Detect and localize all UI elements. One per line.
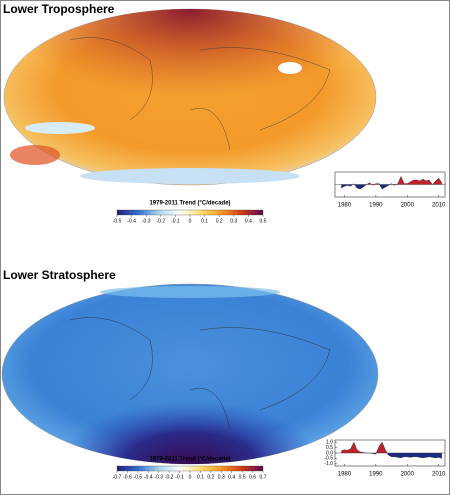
anomaly-line bbox=[341, 441, 442, 459]
colorbar-tick-label: 0 bbox=[189, 474, 192, 480]
colorbar-tick-label: -0.3 bbox=[142, 218, 151, 224]
colorbar-tick-label: 0.3 bbox=[218, 474, 225, 480]
colorbar-tick-label: 0.3 bbox=[230, 218, 237, 224]
x-tick-label: 2010 bbox=[432, 472, 446, 478]
colorbar-tick-label: -0.5 bbox=[113, 218, 122, 224]
colorbar-tick-label: 0.1 bbox=[197, 474, 204, 480]
y-tick-label: -0.5 bbox=[324, 456, 333, 462]
colorbar-tick-label: -0.4 bbox=[127, 218, 136, 224]
area-negative bbox=[341, 453, 442, 459]
colorbar-tick-label: 0.2 bbox=[207, 474, 214, 480]
x-tick-label: 2000 bbox=[401, 203, 415, 209]
colorbar-tick-label: -0.3 bbox=[154, 474, 163, 480]
panel-title: Lower Troposphere bbox=[3, 2, 115, 16]
area-positive bbox=[341, 442, 442, 453]
colorbar bbox=[116, 209, 264, 216]
colorbar-tick-label: -0.1 bbox=[175, 474, 184, 480]
x-tick-label: 1980 bbox=[338, 203, 352, 209]
y-tick-label: 0.5 bbox=[326, 445, 333, 451]
anomaly-line bbox=[341, 175, 443, 190]
x-tick-label: 1980 bbox=[338, 472, 352, 478]
area-positive bbox=[341, 176, 442, 185]
map-troposphere bbox=[3, 8, 377, 186]
y-tick-label: 1.0 bbox=[326, 439, 333, 445]
x-tick-label: 1990 bbox=[369, 203, 383, 209]
colorbar-tick-label: -0.1 bbox=[171, 218, 180, 224]
colorbar-tick-label: -0.5 bbox=[134, 474, 143, 480]
panel-title: Lower Stratosphere bbox=[3, 268, 116, 282]
colorbar-title: 1979-2011 Trend (°C/decade) bbox=[149, 201, 230, 207]
y-tick-label: 0.0 bbox=[326, 450, 333, 456]
colorbar-tick-label: 0 bbox=[189, 218, 192, 224]
x-tick-label: 1990 bbox=[369, 472, 383, 478]
x-tick-label: 2000 bbox=[401, 472, 415, 478]
colorbar bbox=[116, 465, 264, 472]
map-stratosphere bbox=[1, 283, 379, 465]
area-negative bbox=[341, 184, 442, 189]
colorbar-tick-label: 0.5 bbox=[239, 474, 246, 480]
colorbar-tick-label: 0.7 bbox=[260, 474, 267, 480]
colorbar-tick-label: -0.6 bbox=[123, 474, 132, 480]
colorbar-tick-label: 0.5 bbox=[260, 218, 267, 224]
colorbar-tick-label: -0.2 bbox=[156, 218, 165, 224]
colorbar-tick-label: -0.4 bbox=[144, 474, 153, 480]
colorbar-tick-label: 0.4 bbox=[245, 218, 252, 224]
x-tick-label: 2010 bbox=[432, 203, 446, 209]
y-tick-label: -1.0 bbox=[324, 461, 333, 467]
colorbar-tick-label: -0.2 bbox=[165, 474, 174, 480]
colorbar-tick-label: 0.4 bbox=[228, 474, 235, 480]
colorbar-tick-label: 0.6 bbox=[249, 474, 256, 480]
colorbar-tick-label: 0.1 bbox=[201, 218, 208, 224]
colorbar-title: 1979-2011 Trend (°C/decade) bbox=[149, 457, 230, 463]
colorbar-tick-label: -0.7 bbox=[113, 474, 122, 480]
colorbar-tick-label: 0.2 bbox=[216, 218, 223, 224]
